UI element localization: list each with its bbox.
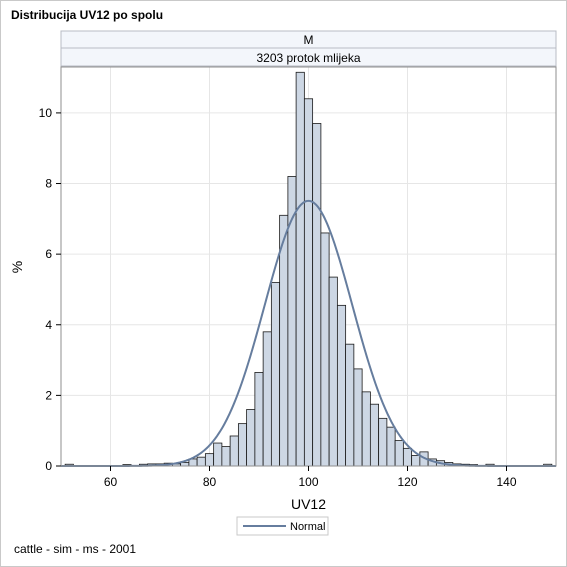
y-tick-label: 4: [45, 318, 52, 332]
histogram-bar: [246, 409, 256, 467]
footnote: cattle - sim - ms - 2001: [14, 542, 137, 556]
x-tick-label: 60: [104, 475, 118, 489]
y-axis: 0 2 4 6 8 10: [39, 106, 61, 473]
y-tick-label: 2: [45, 388, 52, 402]
histogram-bar: [262, 331, 272, 467]
x-tick-label: 140: [496, 475, 516, 489]
histogram-bars: [64, 71, 553, 467]
row-header-label: M: [304, 33, 314, 47]
histogram-bar: [402, 447, 413, 467]
histogram-bar: [279, 214, 289, 467]
histogram-bar: [386, 426, 396, 467]
column-header-label: 3203 protok mlijeka: [256, 51, 360, 65]
histogram-bar: [221, 446, 231, 467]
legend-normal-label: Normal: [290, 521, 325, 533]
histogram-bar: [229, 435, 239, 467]
y-tick-label: 6: [45, 247, 52, 261]
histogram-bar: [254, 372, 264, 467]
y-tick-label: 8: [45, 177, 52, 191]
histogram-bar: [394, 440, 404, 467]
histogram-bar: [180, 462, 190, 467]
histogram-bar: [196, 456, 206, 467]
histogram-bar: [328, 276, 338, 467]
histogram-bar: [204, 453, 215, 467]
histogram-bar: [312, 123, 322, 467]
y-axis-label: %: [9, 261, 25, 273]
y-tick-label: 0: [45, 459, 52, 473]
histogram-bar: [369, 403, 380, 467]
column-header-cell: [60, 47, 557, 67]
histogram-bar: [213, 442, 223, 467]
histogram-bar: [237, 423, 248, 467]
histogram-bar: [295, 71, 305, 467]
x-tick-label: 120: [397, 475, 417, 489]
x-axis: 60 80 100 120 140: [104, 466, 517, 489]
histogram-bar: [336, 304, 347, 467]
x-tick-label: 100: [298, 475, 318, 489]
histogram-bar: [411, 455, 421, 467]
histogram-bar: [353, 368, 363, 467]
histogram-bar: [303, 98, 314, 467]
y-tick-label: 10: [39, 106, 53, 120]
histogram-bar: [270, 281, 281, 467]
x-axis-label: UV12: [291, 496, 326, 512]
x-tick-label: 80: [203, 475, 217, 489]
chart-title: Distribucija UV12 po spolu: [11, 8, 164, 22]
histogram-bar: [320, 232, 330, 467]
histogram-bar: [378, 417, 388, 467]
histogram-bar: [361, 391, 371, 467]
histogram-bar: [345, 343, 355, 467]
